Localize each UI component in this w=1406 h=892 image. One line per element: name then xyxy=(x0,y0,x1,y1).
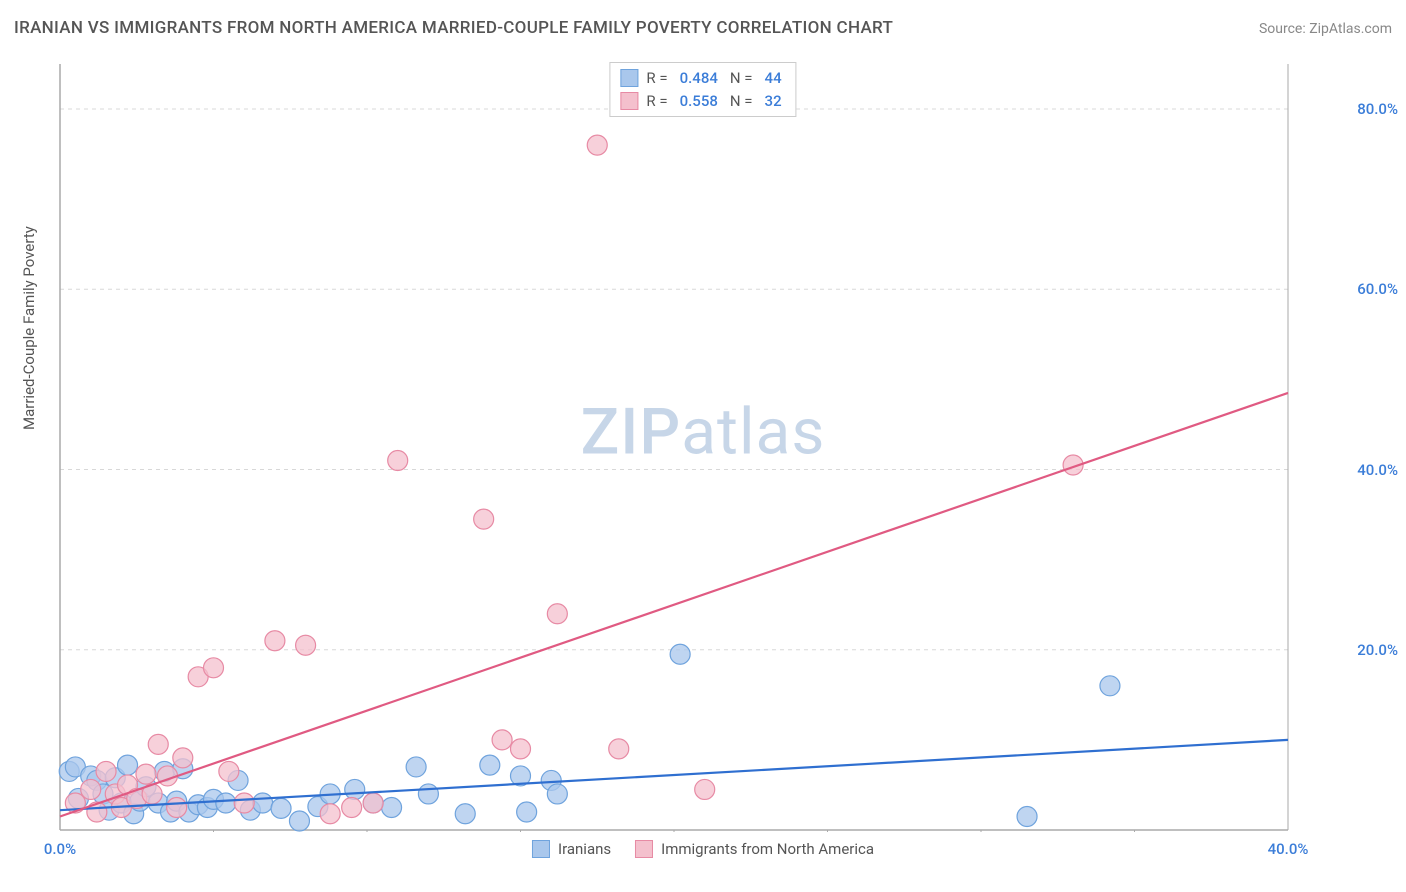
legend-N-0: 44 xyxy=(761,67,786,90)
legend-R-label: R = xyxy=(646,90,667,113)
legend-bottom-item-0: Iranians xyxy=(532,840,611,858)
legend-R-1: 0.558 xyxy=(676,90,722,113)
y-tick-label: 60.0% xyxy=(1357,280,1398,298)
legend-N-label: N = xyxy=(730,90,753,113)
y-tick-label: 20.0% xyxy=(1357,641,1398,659)
legend-R-label: R = xyxy=(646,67,667,90)
legend-bottom-label-0: Iranians xyxy=(558,840,611,858)
legend-bottom-swatch-0 xyxy=(532,840,550,858)
legend-bottom-item-1: Immigrants from North America xyxy=(635,840,874,858)
plot-area: ZIPatlas R = 0.484 N = 44 R = 0.558 N = … xyxy=(58,62,1348,832)
legend-bottom-swatch-1 xyxy=(635,840,653,858)
title-bar: IRANIAN VS IMMIGRANTS FROM NORTH AMERICA… xyxy=(14,18,1392,38)
legend-bottom-label-1: Immigrants from North America xyxy=(661,840,874,858)
legend-row-1: R = 0.558 N = 32 xyxy=(620,90,785,113)
legend-swatch-1 xyxy=(620,92,638,110)
x-tick-label: 40.0% xyxy=(1268,840,1309,858)
chart-title: IRANIAN VS IMMIGRANTS FROM NORTH AMERICA… xyxy=(14,18,893,38)
x-tick-label: 0.0% xyxy=(44,840,76,858)
legend-swatch-0 xyxy=(620,69,638,87)
legend-top: R = 0.484 N = 44 R = 0.558 N = 32 xyxy=(609,62,796,117)
y-tick-label: 40.0% xyxy=(1357,461,1398,479)
legend-row-0: R = 0.484 N = 44 xyxy=(620,67,785,90)
legend-N-1: 32 xyxy=(761,90,786,113)
source-label: Source: ZipAtlas.com xyxy=(1259,21,1392,37)
legend-R-0: 0.484 xyxy=(676,67,722,90)
legend-bottom: Iranians Immigrants from North America xyxy=(532,840,874,858)
y-tick-label: 80.0% xyxy=(1357,100,1398,118)
y-axis-label: Married-Couple Family Poverty xyxy=(20,226,38,430)
legend-N-label: N = xyxy=(730,67,753,90)
plot-svg xyxy=(58,62,1348,832)
